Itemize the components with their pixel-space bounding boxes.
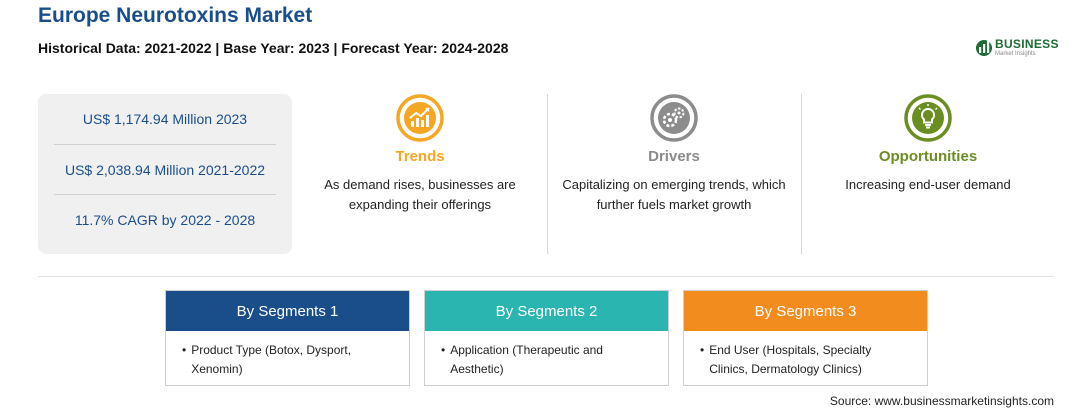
- feature-drivers: Drivers Capitalizing on emerging trends,…: [554, 94, 794, 215]
- segment-card-3: By Segments 3 • End User (Hospitals, Spec…: [683, 290, 928, 386]
- stat-market-size-2023: US$ 1,174.94 Million 2023: [54, 94, 276, 145]
- divider: [801, 94, 802, 254]
- segment-2-item: Application (Therapeutic and Aesthetic): [450, 343, 603, 376]
- feature-opportunities: Opportunities Increasing end-user demand: [808, 94, 1048, 195]
- segment-2-title: By Segments 2: [425, 291, 668, 331]
- feature-opportunities-title: Opportunities: [878, 148, 978, 165]
- feature-trends: Trends As demand rises, businesses are e…: [300, 94, 540, 215]
- lightbulb-icon: [904, 94, 952, 142]
- bullet-icon: •: [700, 343, 705, 357]
- stat-cagr: 11.7% CAGR by 2022 - 2028: [74, 212, 256, 228]
- feature-trends-desc: As demand rises, businesses are expandin…: [324, 177, 516, 212]
- source-note: Source: www.businessmarketinsights.com: [829, 394, 1054, 408]
- section-divider: [38, 276, 1054, 277]
- logo-main-text: BUSINESS: [995, 36, 1059, 51]
- stat-market-size-historical: US$ 2,038.94 Million 2021-2022: [54, 145, 276, 195]
- trend-chart-icon: [396, 94, 444, 142]
- feature-drivers-desc: Capitalizing on emerging trends, which f…: [562, 177, 786, 212]
- segment-3-title: By Segments 3: [684, 291, 927, 331]
- segment-3-item: End User (Hospitals, Specialty Clinics, …: [709, 343, 872, 376]
- segment-1-item: Product Type (Botox, Dysport, Xenomin): [191, 343, 352, 376]
- stats-panel: US$ 1,174.94 Million 2023 US$ 2,038.94 M…: [38, 94, 292, 254]
- bullet-icon: •: [182, 343, 187, 357]
- brand-logo: BUSINESS Market Insights: [975, 34, 1060, 60]
- feature-trends-title: Trends: [395, 148, 445, 165]
- page-subtitle: Historical Data: 2021-2022 | Base Year: …: [38, 40, 509, 56]
- feature-opportunities-desc: Increasing end-user demand: [845, 177, 1011, 192]
- segment-card-1: By Segments 1 • Product Type (Botox, Dysp…: [165, 290, 410, 386]
- segment-card-2: By Segments 2 • Application (Therapeutic …: [424, 290, 669, 386]
- segment-1-title: By Segments 1: [166, 291, 409, 331]
- logo-sub-text: Market Insights: [995, 50, 1036, 57]
- page-title: Europe Neurotoxins Market: [38, 4, 313, 27]
- bullet-icon: •: [441, 343, 446, 357]
- feature-drivers-title: Drivers: [648, 148, 700, 165]
- divider: [547, 94, 548, 254]
- logo-globe-icon: [976, 40, 992, 56]
- gears-icon: [650, 94, 698, 142]
